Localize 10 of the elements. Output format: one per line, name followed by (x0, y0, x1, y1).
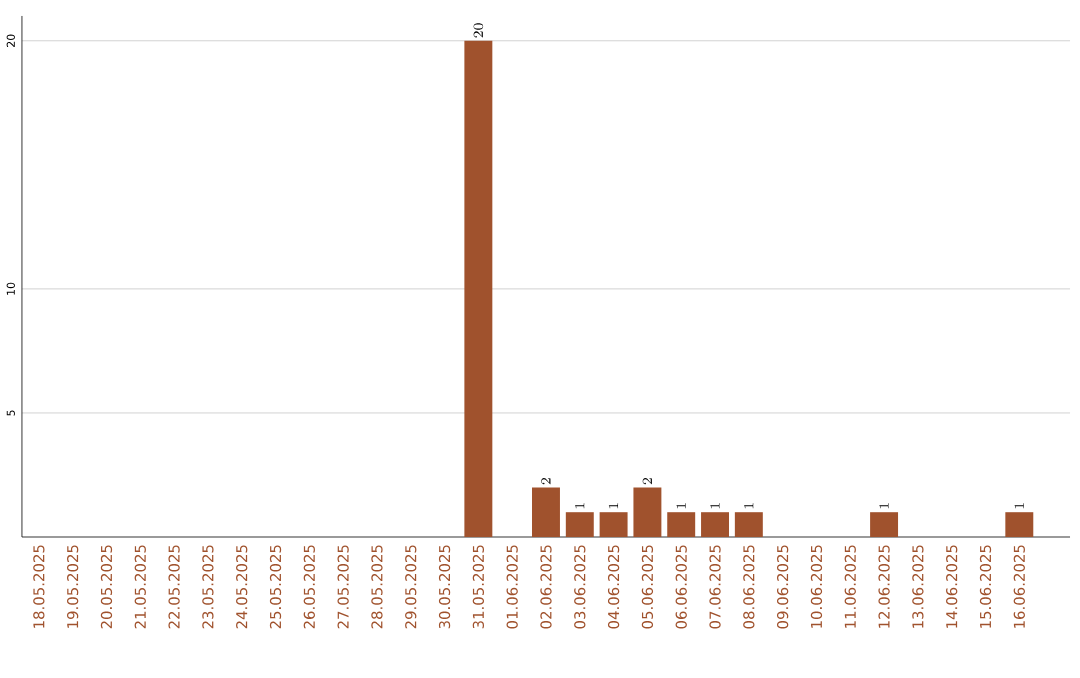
bar (532, 487, 560, 537)
bar (599, 511, 628, 537)
bar (565, 511, 594, 537)
bar (734, 511, 763, 537)
bar (464, 40, 493, 537)
bar (667, 511, 696, 537)
bar (1005, 511, 1034, 537)
bar (633, 487, 662, 537)
bar (701, 511, 729, 537)
bar (870, 511, 899, 537)
